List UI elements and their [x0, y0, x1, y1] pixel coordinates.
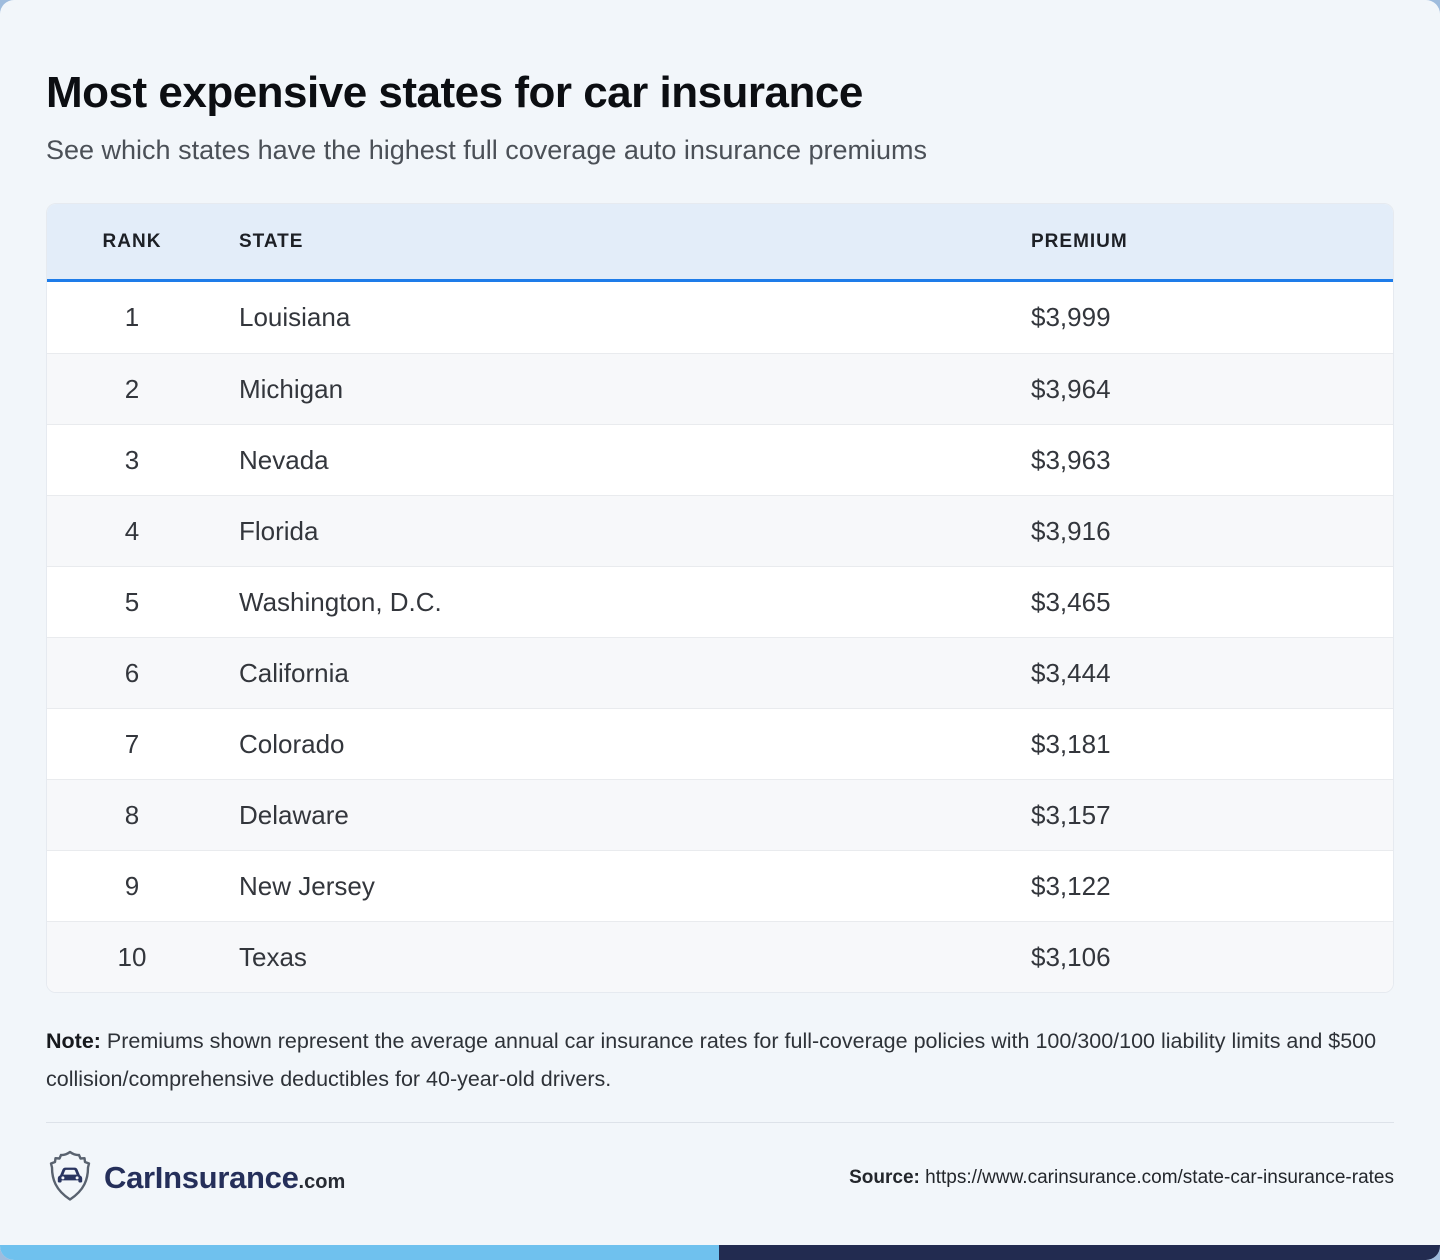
table-header-row: RANK STATE PREMIUM	[47, 204, 1393, 282]
footer-divider	[46, 1121, 1394, 1123]
table-row: 6 California $3,444	[47, 637, 1393, 708]
state-cell: California	[239, 657, 349, 688]
premium-cell: $3,122	[1031, 870, 1111, 901]
premium-cell: $3,964	[1031, 373, 1111, 404]
state-cell: Nevada	[239, 444, 329, 475]
state-cell: Florida	[239, 515, 319, 546]
brand-suffix: .com	[298, 1171, 346, 1194]
premium-cell: $3,963	[1031, 444, 1111, 475]
rank-cell: 5	[124, 586, 140, 617]
state-cell: Michigan	[239, 373, 344, 404]
brand-logo: CarInsurance .com	[46, 1149, 345, 1208]
footer: CarInsurance .com Source: https://www.ca…	[46, 1149, 1394, 1208]
footer-accent-bar	[0, 1245, 1440, 1260]
state-cell: Louisiana	[239, 302, 351, 332]
source-url: https://www.carinsurance.com/state-car-i…	[919, 1167, 1394, 1189]
state-cell: Texas	[239, 941, 307, 972]
footnote-label: Note:	[46, 1029, 101, 1053]
premium-cell: $3,916	[1031, 515, 1111, 546]
column-header-state: STATE	[239, 230, 304, 252]
premium-cell: $3,106	[1031, 941, 1111, 972]
table-body: 1 Louisiana $3,999 2 Michigan $3,964 3 N…	[47, 282, 1393, 992]
table-row: 3 Nevada $3,963	[47, 424, 1393, 495]
state-cell: Colorado	[239, 728, 345, 759]
state-cell: New Jersey	[239, 870, 375, 901]
premium-cell: $3,157	[1031, 799, 1111, 830]
rank-cell: 3	[124, 444, 140, 475]
table-row: 5 Washington, D.C. $3,465	[47, 566, 1393, 637]
source-label: Source:	[849, 1167, 920, 1189]
rank-cell: 7	[124, 728, 140, 759]
premium-cell: $3,181	[1031, 728, 1111, 759]
table-row: 8 Delaware $3,157	[47, 779, 1393, 850]
table-row: 4 Florida $3,916	[47, 495, 1393, 566]
rank-cell: 4	[124, 515, 140, 546]
state-cell: Washington, D.C.	[239, 586, 442, 617]
footnote-text: Premiums shown represent the average ann…	[46, 1029, 1377, 1092]
rank-cell: 6	[124, 657, 140, 688]
accent-bar-dark-segment	[718, 1245, 1440, 1260]
source-attribution: Source: https://www.carinsurance.com/sta…	[849, 1167, 1394, 1189]
premium-cell: $3,465	[1031, 586, 1111, 617]
rank-cell: 8	[124, 799, 140, 830]
rank-cell: 9	[124, 870, 140, 901]
premium-table: RANK STATE PREMIUM 1 Louisiana $3,999 2 …	[46, 203, 1394, 993]
column-header-premium: PREMIUM	[1031, 230, 1128, 252]
premium-cell: $3,444	[1031, 657, 1111, 688]
premium-cell: $3,999	[1031, 302, 1111, 332]
column-header-rank: RANK	[102, 230, 162, 252]
footnote: Note: Premiums shown represent the avera…	[46, 1022, 1394, 1099]
page-title: Most expensive states for car insurance	[46, 68, 863, 117]
table-row: 10 Texas $3,106	[47, 921, 1393, 992]
shield-car-icon	[46, 1149, 94, 1208]
brand-name: CarInsurance	[104, 1160, 299, 1196]
brand-wordmark: CarInsurance .com	[104, 1160, 345, 1196]
page-subtitle: See which states have the highest full c…	[46, 135, 927, 165]
state-cell: Delaware	[239, 799, 349, 830]
table-row: 7 Colorado $3,181	[47, 708, 1393, 779]
table-row: 9 New Jersey $3,122	[47, 850, 1393, 921]
table-row: 1 Louisiana $3,999	[47, 282, 1393, 353]
table-row: 2 Michigan $3,964	[47, 353, 1393, 424]
rank-cell: 2	[124, 373, 140, 404]
rank-cell: 10	[117, 941, 147, 972]
accent-bar-light-segment	[0, 1245, 719, 1260]
rank-cell: 1	[124, 302, 140, 332]
